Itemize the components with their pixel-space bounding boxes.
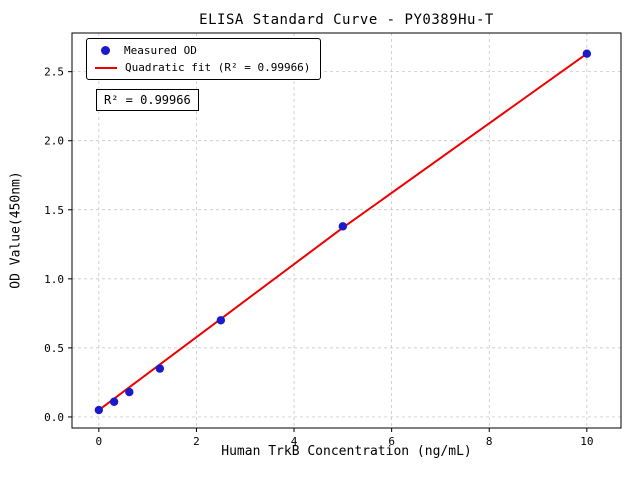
legend: Measured OD Quadratic fit (R² = 0.99966)	[86, 38, 322, 80]
x-tick-label: 8	[486, 435, 493, 448]
legend-item-measured-od: Measured OD	[95, 44, 310, 57]
plot-border	[71, 32, 622, 429]
y-tick-label: 1.0	[44, 273, 64, 286]
x-tick-label: 0	[96, 435, 103, 448]
data-point	[109, 397, 119, 406]
scatter-marker-icon	[101, 46, 110, 55]
data-point	[125, 387, 134, 397]
x-tick-label: 4	[291, 435, 298, 448]
y-tick-label: 0.0	[44, 411, 64, 424]
y-tick-label: 1.5	[44, 204, 64, 217]
x-axis-label: Human TrkB Concentration (ng/mL)	[221, 444, 472, 459]
legend-label-measured-od: Measured OD	[124, 44, 197, 57]
y-tick-label: 2.5	[44, 66, 64, 79]
x-tick-label: 6	[388, 435, 395, 448]
data-point	[338, 222, 348, 231]
y-axis-label: OD Value(450nm)	[8, 171, 24, 289]
r-squared-annotation: R² = 0.99966	[96, 89, 199, 111]
x-tick-label: 2	[193, 435, 200, 448]
x-tick-label: 10	[580, 435, 593, 448]
legend-label-quadratic-fit: Quadratic fit (R² = 0.99966)	[125, 61, 311, 74]
data-point	[216, 316, 226, 325]
y-tick-label: 2.0	[44, 135, 64, 148]
data-point	[94, 405, 104, 415]
data-point	[155, 364, 165, 373]
legend-item-quadratic-fit: Quadratic fit (R² = 0.99966)	[95, 61, 310, 74]
chart-title: ELISA Standard Curve - PY0389Hu-T	[199, 12, 494, 28]
y-tick-label: 0.5	[44, 342, 64, 355]
line-marker-icon	[95, 66, 117, 69]
data-point	[582, 49, 592, 58]
